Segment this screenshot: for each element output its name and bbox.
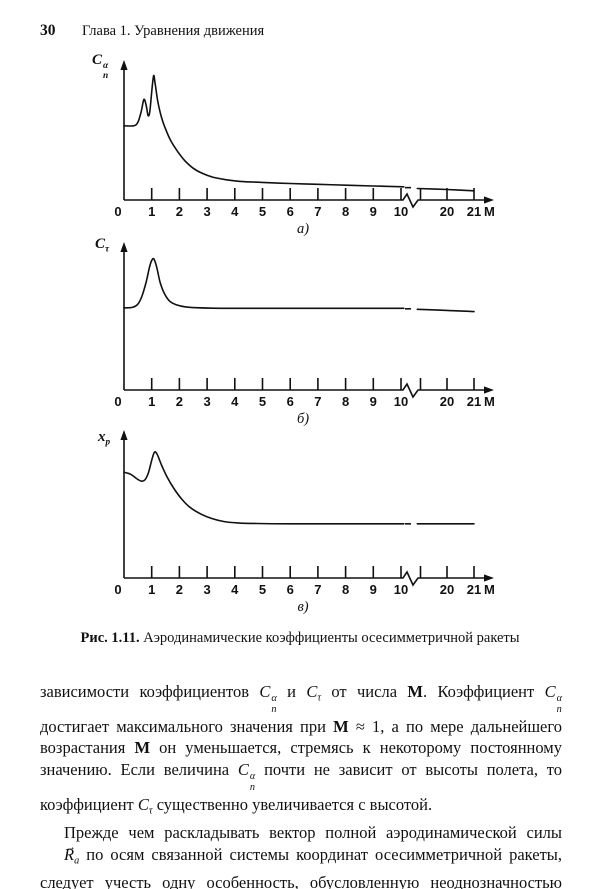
x-tick-label: 4 — [231, 582, 239, 597]
x-tick-label: 9 — [370, 394, 377, 409]
x-tick-label: 7 — [314, 204, 321, 219]
x-tick-label: 10 — [394, 394, 408, 409]
chart-b-y-axis-label: Cτ — [95, 236, 109, 254]
running-head: 30 Глава 1. Уравнения движения — [0, 22, 600, 42]
x-tick-label: 1 — [148, 204, 155, 219]
chapter-title: Глава 1. Уравнения движения — [82, 23, 265, 39]
x-tick-label: 8 — [342, 582, 349, 597]
x-axis-arrow-icon — [484, 196, 494, 204]
x-tick-label: 4 — [231, 394, 239, 409]
curve — [123, 74, 405, 188]
math-symbol: xp — [98, 429, 111, 448]
curve-after-break — [416, 187, 475, 192]
x-tick-label: 6 — [287, 394, 294, 409]
vector-arrow-icon: → — [65, 842, 76, 854]
x-tick-label: 9 — [370, 204, 377, 219]
x-tick-label: 20 — [440, 582, 454, 597]
x-tick-label: 5 — [259, 204, 266, 219]
x-tick-label: 0 — [114, 204, 121, 219]
x-tick-label: 3 — [203, 394, 210, 409]
chart-b: 0 1 2 3 4 5 6 7 8 9 10 20 21 Mб) — [114, 242, 495, 426]
figure-caption-label: Рис. 1.11. — [80, 630, 140, 646]
math-symbol: Cτ — [137, 794, 153, 817]
figure-caption: Рис. 1.11. Аэродинамические коэффициенты… — [0, 630, 600, 647]
x-axis-arrow-icon — [484, 386, 494, 394]
page-number: 30 — [40, 22, 56, 39]
x-tick-label: 21 — [467, 204, 481, 219]
x-tick-label: 1 — [148, 394, 155, 409]
x-tick-label: 3 — [203, 204, 210, 219]
x-axis-unit-label: M — [484, 582, 495, 597]
x-tick-label: 20 — [440, 394, 454, 409]
chart-c: 0 1 2 3 4 5 6 7 8 9 10 20 21 Mв) — [114, 430, 495, 615]
math-symbol: → Ra — [40, 842, 79, 866]
chart-sublabel: а) — [297, 221, 309, 236]
math-symbol: Cτ — [306, 682, 322, 704]
y-axis-arrow-icon — [120, 430, 128, 440]
curve-after-break — [416, 308, 475, 313]
paragraph: Прежде чем раскладывать вектор полной аэ… — [40, 823, 562, 889]
math-symbol: Cτ — [95, 236, 110, 255]
x-tick-label: 6 — [287, 204, 294, 219]
x-tick-label: 0 — [114, 582, 121, 597]
y-axis-arrow-icon — [120, 242, 128, 252]
x-tick-label: 6 — [287, 582, 294, 597]
x-tick-label: 21 — [467, 394, 481, 409]
x-tick-label: 10 — [394, 204, 408, 219]
curve — [123, 257, 405, 310]
chart-c-y-axis-label: xp — [98, 429, 110, 447]
x-tick-label: 2 — [176, 204, 183, 219]
x-tick-label: 8 — [342, 394, 349, 409]
x-tick-label: 3 — [203, 582, 210, 597]
x-axis-line — [124, 192, 487, 209]
x-axis-unit-label: M — [484, 394, 495, 409]
x-tick-label: 10 — [394, 582, 408, 597]
chart-sublabel: б) — [297, 411, 309, 426]
x-tick-label: 7 — [314, 394, 321, 409]
x-tick-label: 4 — [231, 204, 239, 219]
x-axis-arrow-icon — [484, 574, 494, 582]
x-tick-label: 21 — [467, 582, 481, 597]
x-tick-label: 0 — [114, 394, 121, 409]
chart-a: 0 1 2 3 4 5 6 7 8 9 10 20 21 Mа) — [114, 60, 495, 236]
x-axis-line — [124, 570, 487, 587]
x-axis-unit-label: M — [484, 204, 495, 219]
x-tick-label: 5 — [259, 394, 266, 409]
x-tick-label: 9 — [370, 582, 377, 597]
x-tick-label: 1 — [148, 582, 155, 597]
x-axis-line — [124, 382, 487, 399]
x-tick-label: 2 — [176, 582, 183, 597]
x-tick-label: 20 — [440, 204, 454, 219]
x-tick-label: 5 — [259, 582, 266, 597]
figure-caption-text: Аэродинамические коэффициенты осесимметр… — [139, 630, 520, 646]
curve — [123, 451, 405, 525]
chart-sublabel: в) — [297, 599, 308, 615]
x-tick-label: 8 — [342, 204, 349, 219]
y-axis-arrow-icon — [120, 60, 128, 70]
x-tick-label: 2 — [176, 394, 183, 409]
x-tick-label: 7 — [314, 582, 321, 597]
